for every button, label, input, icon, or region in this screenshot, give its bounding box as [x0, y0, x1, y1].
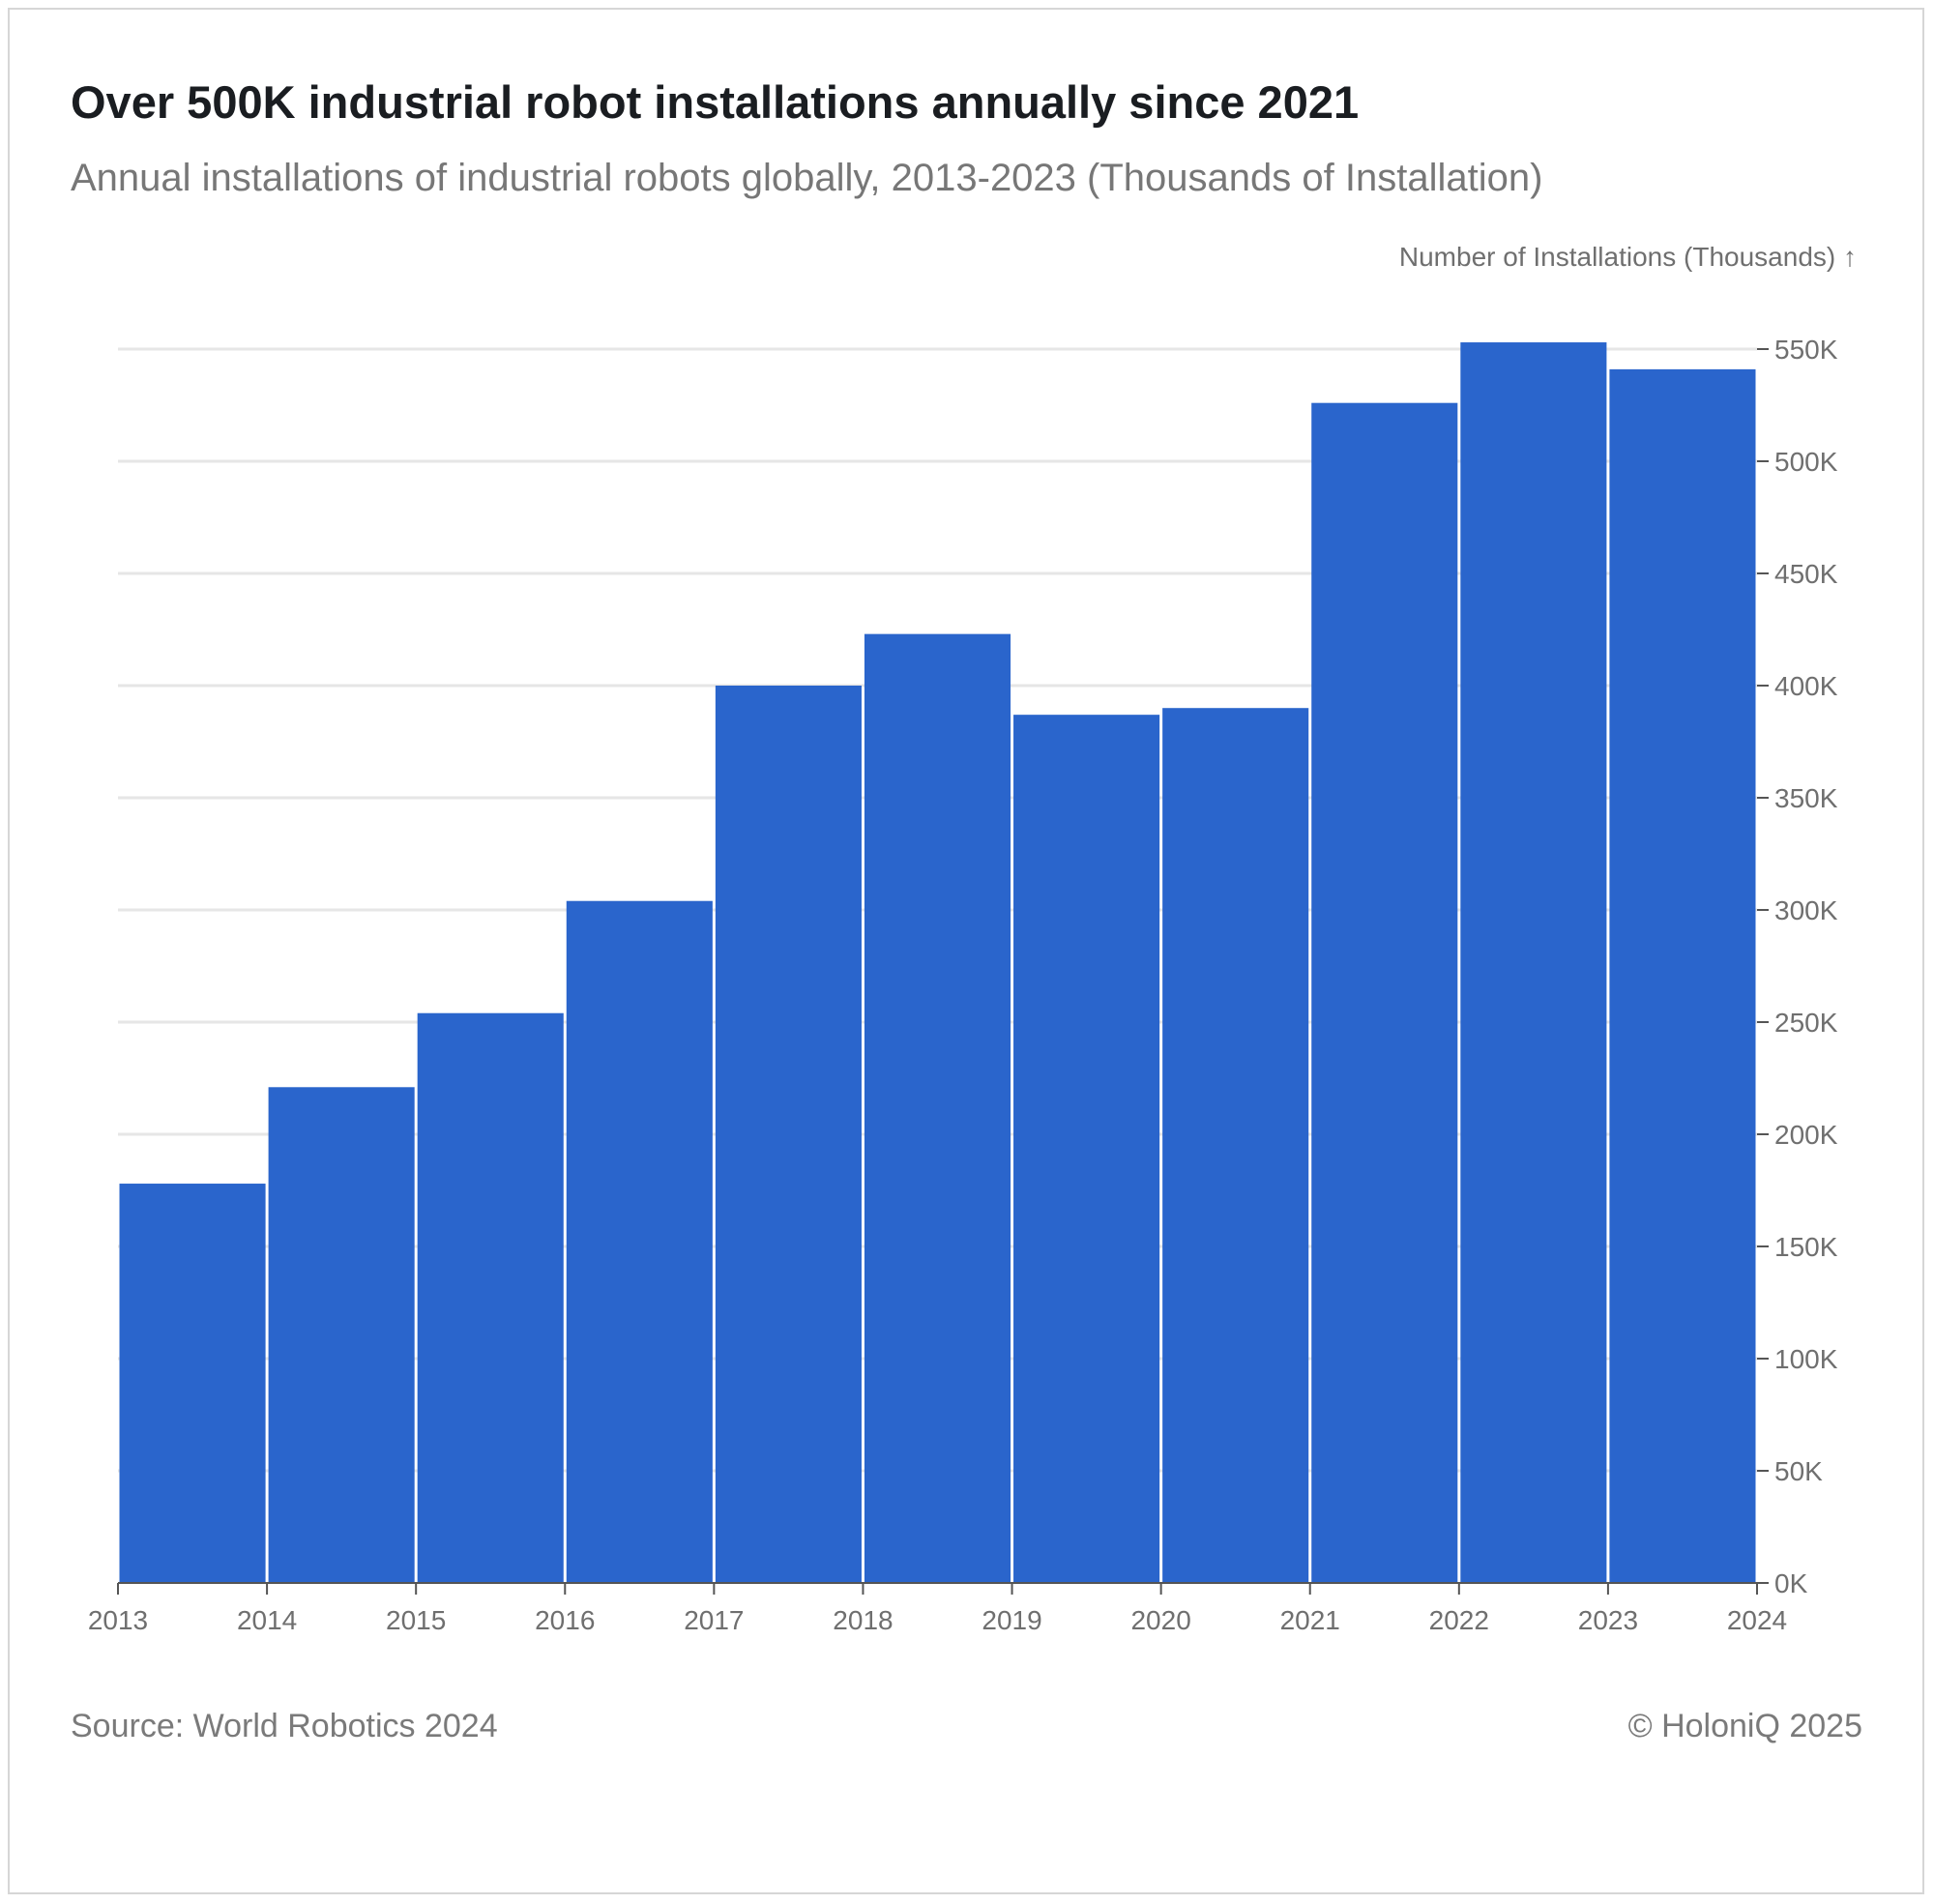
y-tick-label: 550K: [1774, 335, 1838, 365]
y-tick-label: 150K: [1774, 1232, 1838, 1262]
bar-2014: [268, 1087, 415, 1583]
x-tick-label: 2023: [1578, 1605, 1638, 1635]
bar-2021: [1311, 402, 1458, 1584]
bar-2016: [566, 900, 713, 1583]
x-tick-label: 2014: [237, 1605, 297, 1635]
bar-2018: [864, 633, 1011, 1583]
x-tick-label: 2016: [535, 1605, 595, 1635]
x-tick-label: 2017: [684, 1605, 744, 1635]
y-tick-label: 200K: [1774, 1120, 1838, 1150]
bar-2019: [1013, 715, 1160, 1583]
chart-subtitle: Annual installations of industrial robot…: [71, 157, 1543, 199]
y-axis-title: Number of Installations (Thousands) ↑: [1399, 242, 1857, 272]
x-axis: 2013 2014 2015 2016 2017 2018 2019 2020 2021 2022…: [88, 1582, 1787, 1635]
x-tick-label: 2022: [1429, 1605, 1489, 1635]
y-axis: 0K 50K 100K 150K 200K 250K 300K 350K 400K 450K 500…: [1757, 335, 1838, 1598]
y-tick-label: 300K: [1774, 895, 1838, 925]
bars: [119, 342, 1756, 1584]
bar-2013: [119, 1184, 266, 1583]
y-tick-label: 450K: [1774, 559, 1838, 589]
chart-title: Over 500K industrial robot installations…: [71, 76, 1360, 128]
y-tick-label: 50K: [1774, 1456, 1823, 1486]
y-tick-label: 100K: [1774, 1344, 1838, 1374]
y-tick-label: 500K: [1774, 447, 1838, 477]
bar-2023: [1609, 368, 1756, 1583]
x-tick-label: 2013: [88, 1605, 148, 1635]
x-tick-label: 2018: [833, 1605, 893, 1635]
y-tick-label: 250K: [1774, 1008, 1838, 1038]
x-tick-label: 2024: [1727, 1605, 1787, 1635]
bar-2015: [417, 1012, 564, 1583]
x-tick-label: 2019: [982, 1605, 1041, 1635]
source-note: Source: World Robotics 2024: [71, 1708, 498, 1744]
copyright-note: © HoloniQ 2025: [1627, 1708, 1862, 1744]
y-tick-label: 400K: [1774, 671, 1838, 701]
x-tick-label: 2021: [1280, 1605, 1340, 1635]
y-tick-label: 0K: [1774, 1568, 1808, 1598]
x-tick-label: 2020: [1130, 1605, 1190, 1635]
bar-2022: [1460, 342, 1607, 1583]
bar-2017: [715, 686, 862, 1583]
y-tick-label: 350K: [1774, 783, 1838, 813]
x-tick-label: 2015: [386, 1605, 446, 1635]
bar-2020: [1162, 708, 1309, 1583]
